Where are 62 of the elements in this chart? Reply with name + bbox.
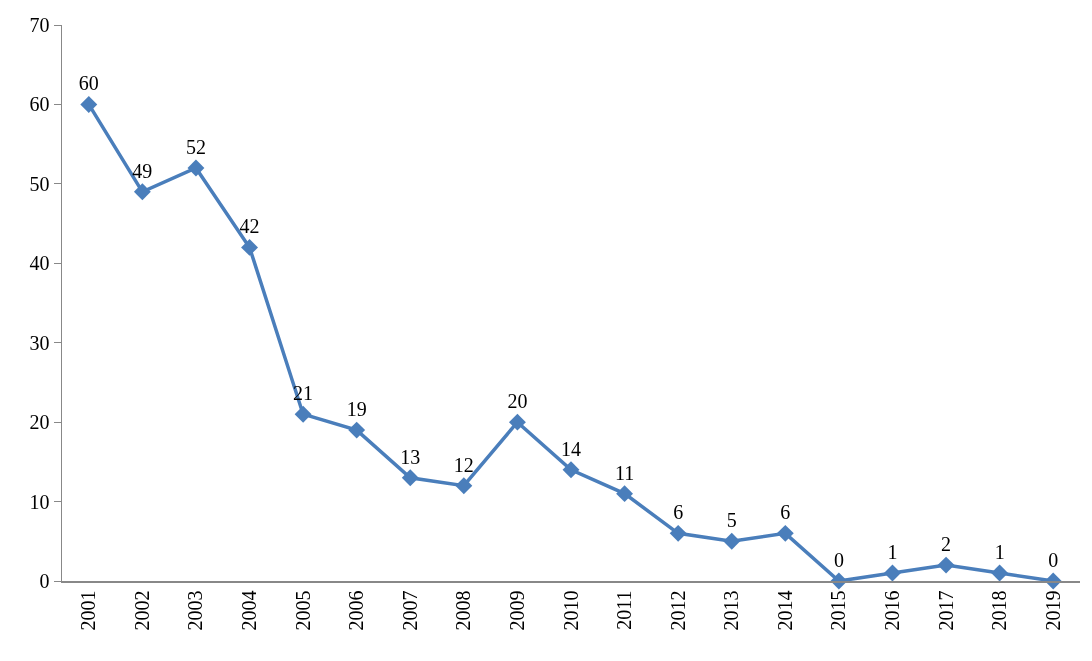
point <box>937 556 955 574</box>
data-label: 0 <box>1048 548 1059 571</box>
data-label: 6 <box>673 501 684 524</box>
x-tick-label: 2019 <box>1041 590 1064 631</box>
x-tick-label: 2004 <box>238 590 261 631</box>
data-label: 1 <box>994 540 1005 563</box>
y-tick-label: 20 <box>29 411 50 434</box>
y-tick-label: 0 <box>39 570 50 592</box>
data-label: 49 <box>132 159 153 182</box>
data-label: 42 <box>239 215 260 238</box>
y-tick-label: 60 <box>29 93 50 116</box>
x-tick-label: 2005 <box>291 590 314 631</box>
point <box>294 405 312 423</box>
point <box>241 238 258 256</box>
x-tick-label: 2012 <box>666 590 689 631</box>
data-label: 19 <box>346 397 367 420</box>
x-tick-label: 2002 <box>130 590 153 631</box>
y-tick-label: 70 <box>29 14 50 36</box>
x-tick-label: 2010 <box>559 590 582 631</box>
point <box>776 524 794 542</box>
x-tick-label: 2001 <box>77 590 100 631</box>
x-tick-label: 2007 <box>398 590 421 631</box>
data-label: 12 <box>453 453 474 476</box>
data-label: 11 <box>614 461 635 484</box>
x-tick-label: 2014 <box>773 590 796 631</box>
y-tick-label: 30 <box>29 331 50 354</box>
x-tick-label: 2016 <box>880 590 903 631</box>
data-label: 6 <box>780 501 791 524</box>
point <box>991 564 1009 582</box>
x-tick-label: 2003 <box>184 590 207 631</box>
data-label: 1 <box>887 540 898 563</box>
x-tick-label: 2011 <box>613 590 636 630</box>
x-tick-label: 2018 <box>988 590 1011 631</box>
x-tick-label: 2017 <box>934 590 957 631</box>
data-label: 13 <box>400 445 421 468</box>
data-label: 5 <box>726 509 737 532</box>
y-tick-label: 40 <box>29 252 50 275</box>
x-tick-label: 2013 <box>720 590 743 631</box>
y-tick-label: 10 <box>29 490 50 513</box>
point <box>884 564 901 582</box>
point <box>562 461 580 479</box>
point <box>348 421 366 439</box>
point <box>187 159 205 177</box>
point <box>508 413 526 431</box>
data-label: 2 <box>941 532 952 555</box>
data-label: 14 <box>561 437 581 460</box>
data-label: 60 <box>78 72 99 95</box>
point <box>133 183 151 201</box>
x-tick-label: 2009 <box>505 590 528 631</box>
point <box>669 524 687 542</box>
data-label: 0 <box>833 548 844 571</box>
point <box>401 469 419 487</box>
y-tick-label: 50 <box>29 172 50 195</box>
x-tick-label: 2015 <box>827 590 850 631</box>
data-label: 20 <box>507 390 528 413</box>
point <box>455 477 473 495</box>
data-label: 52 <box>185 135 206 158</box>
x-tick-label: 2008 <box>452 590 475 631</box>
point <box>80 95 98 113</box>
point <box>723 532 741 550</box>
x-tick-label: 2006 <box>345 590 368 631</box>
point <box>616 485 634 503</box>
